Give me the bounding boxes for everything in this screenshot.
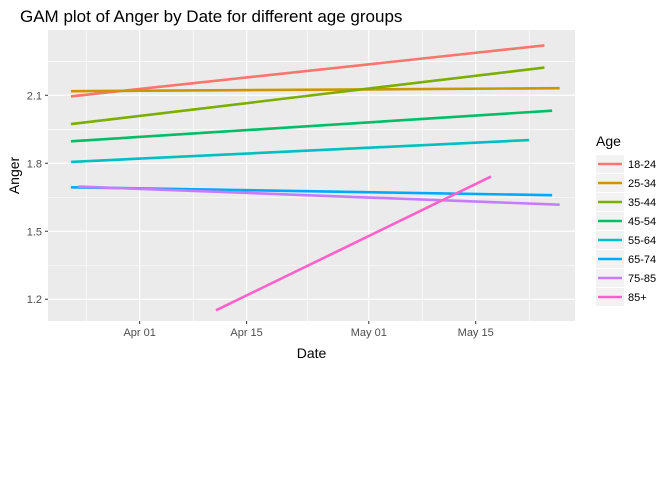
series-line-55-64 (70, 138, 530, 164)
series-line-35-44 (70, 66, 545, 126)
y-axis-ticks: 1.2 1.5 1.8 2.1 (27, 90, 48, 306)
legend-label: 18-24 (628, 159, 656, 171)
x-axis-ticks: Apr 01 Apr 15 May 01 May 15 (123, 321, 494, 339)
legend-label: 25-34 (628, 178, 656, 190)
legend-label: 55-64 (628, 235, 656, 247)
legend-label: 65-74 (628, 254, 656, 266)
series-line-25-34 (70, 86, 560, 93)
series-line-85+ (215, 175, 492, 312)
y-axis-title: Anger (6, 156, 22, 194)
legend-label: 75-85 (628, 273, 656, 285)
legend-title: Age (596, 133, 621, 149)
y-tick-label: 2.1 (27, 90, 42, 102)
series-line-75-85 (78, 185, 560, 206)
x-tick-label: May 01 (351, 327, 387, 339)
x-tick-label: May 15 (458, 327, 494, 339)
legend-label: 85+ (628, 292, 647, 304)
series-line-45-54 (70, 109, 553, 143)
legend-label: 45-54 (628, 216, 656, 228)
plot-panel (48, 30, 575, 321)
legend-items: 18-24 25-34 35-44 45-54 55-64 65-74 75-85 85+ (596, 155, 656, 306)
y-tick-label: 1.2 (27, 294, 42, 306)
legend: Age 18-24 25-34 35-44 45-54 55-64 65-74 75-85 8… (596, 133, 656, 306)
y-tick-label: 1.8 (27, 158, 42, 170)
x-tick-label: Apr 01 (123, 327, 155, 339)
chart-title: GAM plot of Anger by Date for different … (20, 7, 402, 26)
x-axis-title: Date (297, 345, 327, 361)
series-lines (70, 44, 560, 312)
series-line-18-24 (70, 44, 545, 98)
y-tick-label: 1.5 (27, 226, 42, 238)
x-tick-label: Apr 15 (230, 327, 262, 339)
legend-label: 35-44 (628, 197, 656, 209)
